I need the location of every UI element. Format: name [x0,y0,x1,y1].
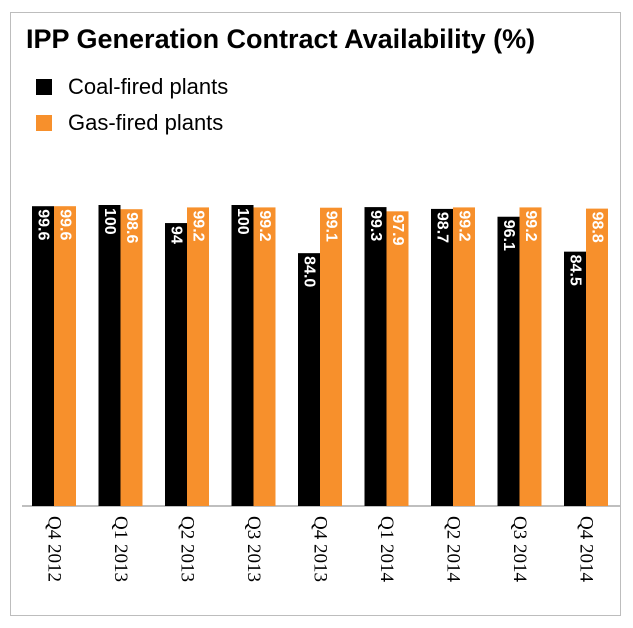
data-label-gas: 99.2 [256,210,273,241]
x-tick-label: Q3 2014 [509,516,530,582]
x-tick-label: Q3 2013 [243,516,264,582]
bar-coal [364,207,387,506]
x-tick-label: Q2 2014 [443,516,464,582]
bar-coal [98,205,121,506]
bar-gas [386,211,409,507]
bar-coal [32,206,54,507]
data-label-coal: 84.5 [567,255,584,286]
data-label-coal: 100 [101,208,118,235]
bar-coal [497,216,520,506]
legend-label-coal: Coal-fired plants [68,74,229,99]
data-label-gas: 99.2 [522,210,539,241]
bar-gas [586,208,608,506]
data-label-gas: 99.2 [190,210,207,241]
bar-gas [453,207,475,506]
x-tick-label: Q4 2013 [310,516,331,582]
chart-title: IPP Generation Contract Availability (%) [26,24,536,54]
data-label-gas: 98.8 [589,212,606,243]
data-label-coal: 84.0 [301,256,318,287]
bar-coal [431,208,453,506]
data-label-gas: 98.6 [123,212,140,243]
bar-gas [120,209,143,507]
data-label-coal: 100 [234,208,251,235]
bar-gas [519,207,542,506]
legend-item-coal: Coal-fired plants [36,74,228,100]
x-tick-label: Q1 2013 [110,516,131,582]
data-label-coal: 99.3 [367,210,384,241]
legend-item-gas: Gas-fired plants [36,110,223,136]
data-label-coal: 98.7 [434,212,451,243]
data-label-gas: 99.1 [323,211,340,242]
bar-gas [320,207,342,507]
data-label-coal: 94 [168,226,185,244]
bar-coal [231,205,254,506]
bar-gas [54,206,76,507]
bar-coal [564,251,586,506]
data-label-coal: 96.1 [500,220,517,251]
bar-coal [165,223,187,506]
legend-swatch-coal [36,79,52,95]
x-tick-label: Q4 2012 [44,516,65,582]
x-tick-label: Q4 2014 [576,516,597,582]
bar-gas [187,207,209,506]
legend-label-gas: Gas-fired plants [68,110,224,135]
data-label-coal: 99.6 [35,209,52,240]
x-tick-label: Q1 2014 [376,516,397,582]
bar-gas [253,207,276,506]
legend-swatch-gas [36,115,52,131]
x-tick-label: Q2 2013 [177,516,198,582]
bar-coal [298,253,320,506]
data-label-gas: 97.9 [389,214,406,245]
data-label-gas: 99.6 [57,209,74,240]
data-label-gas: 99.2 [456,210,473,241]
